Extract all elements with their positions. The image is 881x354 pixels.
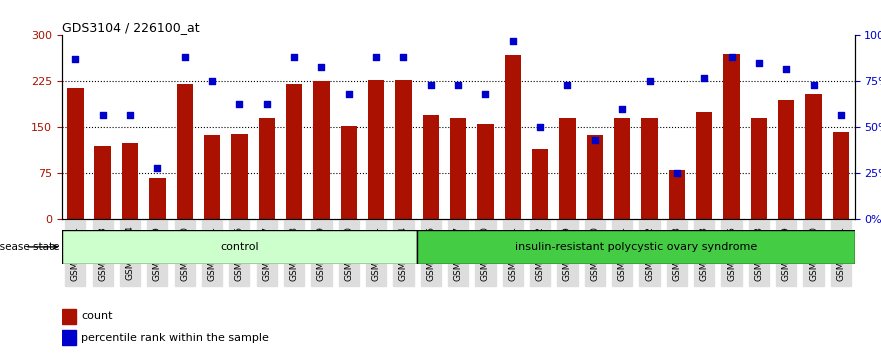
Point: [424, 82, 438, 88]
Point: [560, 82, 574, 88]
Point: [342, 91, 356, 97]
Point: [315, 64, 329, 69]
Bar: [669, 170, 685, 219]
Point: [615, 106, 629, 112]
Text: GDS3104 / 226100_at: GDS3104 / 226100_at: [62, 21, 199, 34]
Bar: [505, 55, 521, 219]
Bar: [149, 178, 166, 219]
Bar: [231, 133, 248, 219]
Point: [369, 55, 383, 60]
Point: [451, 82, 465, 88]
Point: [233, 101, 247, 106]
Bar: [641, 118, 658, 219]
Bar: [751, 118, 767, 219]
Bar: [204, 135, 220, 219]
Bar: [559, 118, 575, 219]
Point: [806, 82, 820, 88]
Bar: [258, 118, 275, 219]
Point: [123, 112, 137, 118]
Bar: [341, 126, 357, 219]
Text: percentile rank within the sample: percentile rank within the sample: [81, 332, 270, 343]
Bar: [423, 115, 439, 219]
Point: [642, 79, 656, 84]
Bar: [62, 309, 76, 324]
Bar: [478, 124, 493, 219]
Bar: [67, 87, 84, 219]
Point: [588, 137, 602, 143]
Point: [69, 57, 83, 62]
Point: [533, 125, 547, 130]
Point: [506, 38, 520, 44]
Point: [178, 55, 192, 60]
Point: [151, 165, 165, 171]
Bar: [314, 81, 329, 219]
Point: [287, 55, 301, 60]
Point: [751, 60, 766, 66]
Text: insulin-resistant polycystic ovary syndrome: insulin-resistant polycystic ovary syndr…: [515, 242, 757, 252]
Text: count: count: [81, 311, 113, 321]
Point: [779, 66, 793, 72]
Bar: [122, 143, 138, 219]
Text: disease state: disease state: [0, 242, 60, 252]
Point: [670, 171, 684, 176]
Bar: [778, 100, 795, 219]
Bar: [614, 118, 631, 219]
Point: [478, 91, 492, 97]
FancyBboxPatch shape: [417, 230, 855, 264]
Bar: [833, 132, 849, 219]
Text: control: control: [220, 242, 259, 252]
Point: [205, 79, 219, 84]
Bar: [62, 330, 76, 345]
Bar: [587, 135, 603, 219]
Point: [260, 101, 274, 106]
Bar: [450, 118, 466, 219]
Point: [833, 112, 848, 118]
Point: [724, 55, 738, 60]
Point: [396, 55, 411, 60]
Bar: [532, 149, 548, 219]
Bar: [368, 80, 384, 219]
Bar: [723, 54, 740, 219]
Bar: [285, 85, 302, 219]
FancyBboxPatch shape: [62, 230, 417, 264]
Point: [96, 112, 110, 118]
Point: [697, 75, 711, 81]
Bar: [94, 146, 111, 219]
Bar: [396, 80, 411, 219]
Bar: [176, 85, 193, 219]
Bar: [696, 112, 713, 219]
Bar: [805, 94, 822, 219]
